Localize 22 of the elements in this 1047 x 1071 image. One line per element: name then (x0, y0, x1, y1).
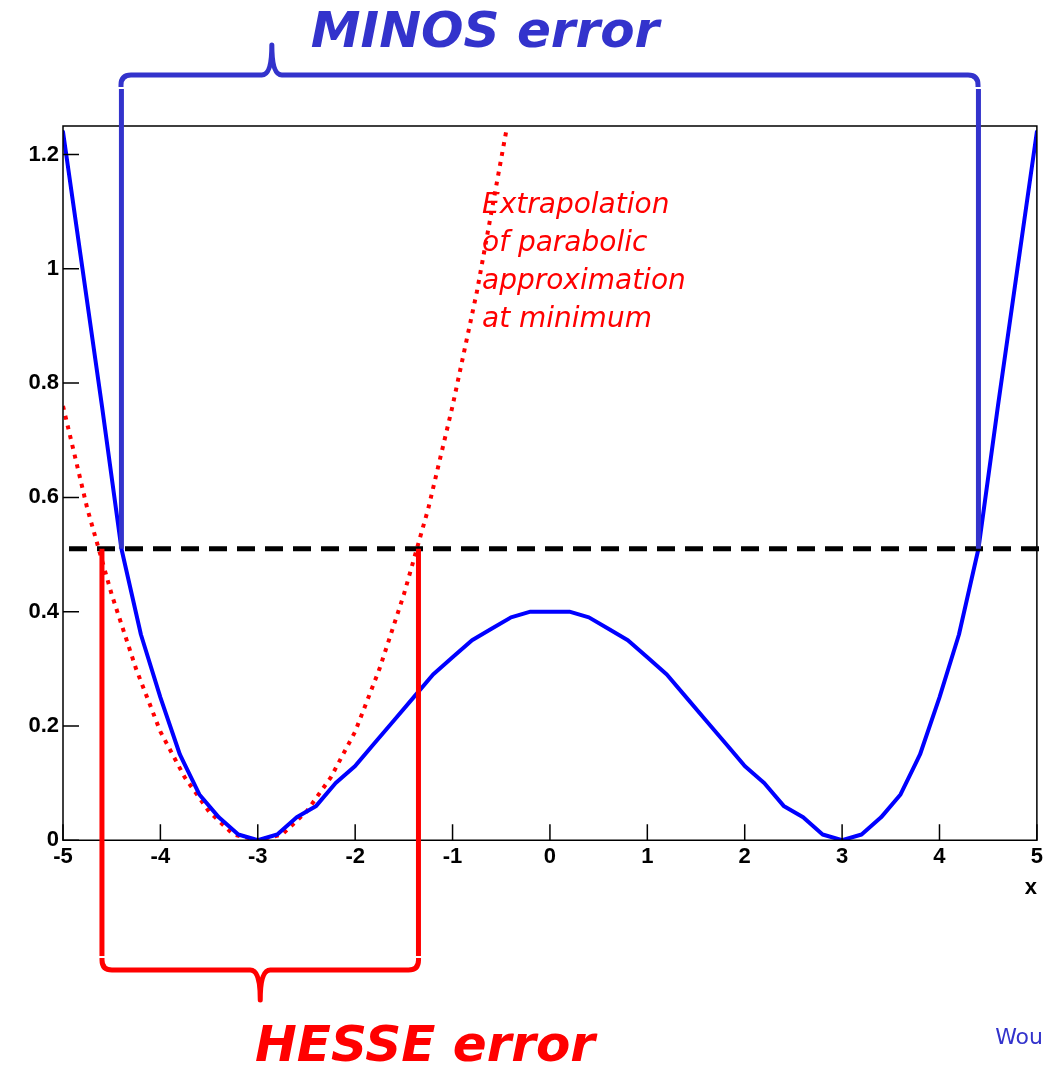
text: HESSE error (254, 1014, 599, 1071)
y-tick-label: 1.2 (28, 140, 59, 166)
x-tick-label: -4 (150, 843, 171, 869)
y-tick-label: 0.6 (28, 483, 59, 509)
text: Wou (995, 1023, 1043, 1049)
x-tick-label: 2 (738, 843, 751, 869)
y-tick-label: 0 (46, 826, 59, 852)
y-tick-label: 1 (46, 254, 59, 280)
x-tick-label: -1 (442, 843, 463, 869)
x-tick-label: 4 (933, 843, 947, 869)
x-tick-label: 5 (1030, 843, 1044, 869)
y-tick-label: 0.4 (28, 597, 60, 623)
text: MINOS error (310, 0, 663, 59)
x-tick-label: -2 (345, 843, 365, 869)
x-tick-label: 1 (641, 843, 654, 869)
x-tick-label: 0 (543, 843, 557, 869)
x-axis-title: x (1024, 873, 1038, 899)
y-tick-label: 0.2 (28, 711, 59, 737)
x-tick-label: 3 (835, 843, 849, 869)
x-tick-label: -3 (248, 843, 268, 869)
annotation: Extrapolation of parabolic approximation at minimum (482, 187, 686, 335)
y-tick-label: 0.8 (28, 369, 59, 395)
